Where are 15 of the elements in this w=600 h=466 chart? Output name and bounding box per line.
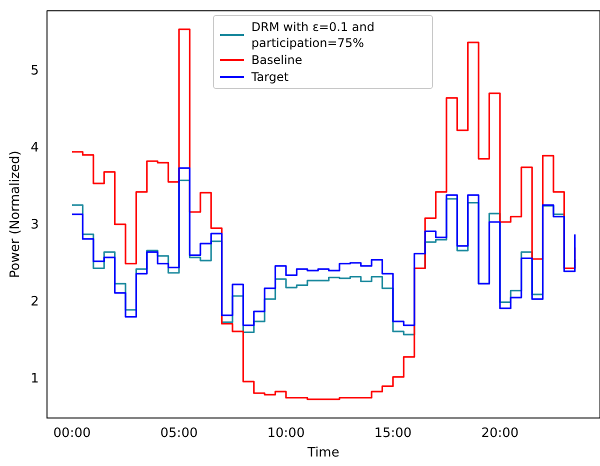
y-tick-label: 3 — [30, 217, 39, 232]
legend-label: Baseline — [251, 52, 302, 68]
legend-label: DRM with ε=0.1 and participation=75% — [251, 18, 376, 51]
legend-label: Target — [251, 68, 289, 85]
y-tick-label: 5 — [30, 63, 39, 78]
y-axis-title: Power (Normalized) — [8, 150, 24, 278]
x-axis-title: Time — [306, 446, 340, 461]
y-tick-label: 1 — [30, 372, 39, 387]
x-tick-label: 05:00 — [160, 426, 198, 441]
x-tick-label: 00:00 — [53, 426, 91, 441]
y-tick-label: 4 — [30, 140, 39, 156]
x-tick-label: 15:00 — [374, 426, 412, 441]
x-tick-label: 10:00 — [267, 426, 305, 441]
y-tick-label: 2 — [30, 294, 39, 310]
x-tick-label: 20:00 — [481, 426, 519, 441]
